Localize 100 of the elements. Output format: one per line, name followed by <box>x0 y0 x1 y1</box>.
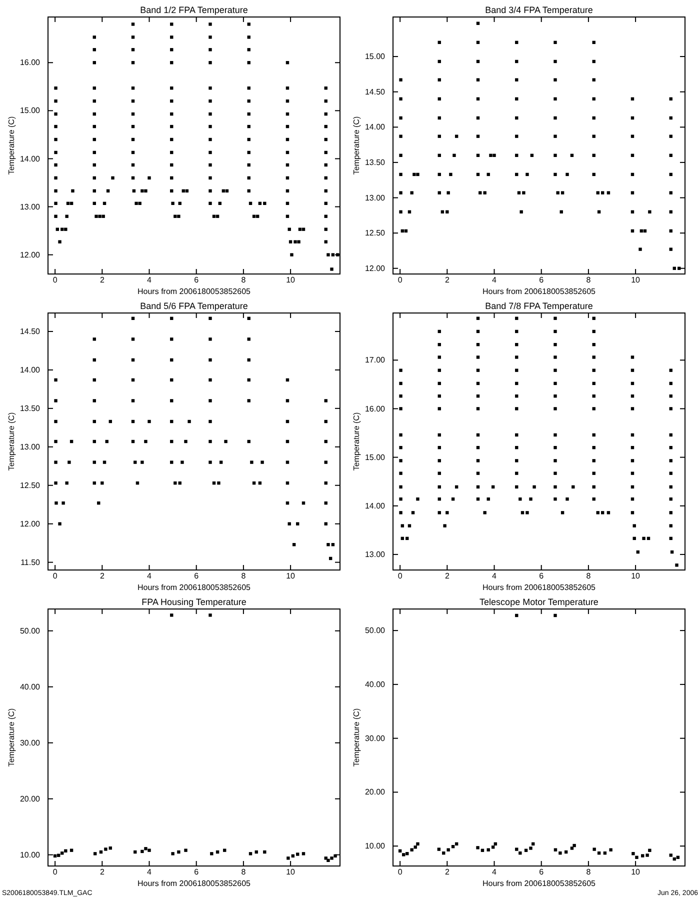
x-tick-label: 10 <box>631 276 641 285</box>
y-tick-label: 30.00 <box>364 734 386 743</box>
y-tick-label: 14.00 <box>364 501 386 510</box>
x-tick-label: 0 <box>398 572 403 581</box>
x-tick-label: 2 <box>100 276 105 285</box>
point <box>223 848 226 852</box>
x-tick-label: 10 <box>286 868 296 877</box>
x-tick-label: 10 <box>631 572 641 581</box>
y-tick-label: 50.00 <box>364 626 386 636</box>
y-tick-label: 15.00 <box>364 452 386 462</box>
y-tick-label: 12.50 <box>20 480 41 490</box>
x-tick-label: 8 <box>241 572 246 581</box>
y-tick-label: 50.00 <box>20 626 41 636</box>
point <box>140 850 144 854</box>
y-tick-label: 16.00 <box>20 58 41 68</box>
x-tick-label: 2 <box>444 868 450 877</box>
x-tick-label: 0 <box>398 276 403 285</box>
chart-title: Band 1/2 FPA Temperature <box>140 5 248 15</box>
y-tick-label: 12.50 <box>364 228 386 238</box>
x-tick-label: 4 <box>147 276 152 285</box>
point <box>446 848 450 852</box>
x-tick-label: 10 <box>286 276 296 285</box>
point <box>646 854 649 857</box>
chart-title: Band 5/6 FPA Temperature <box>140 301 248 311</box>
point <box>641 854 644 858</box>
point <box>476 846 480 850</box>
y-tick-label: 14.50 <box>20 327 41 336</box>
point <box>286 856 290 860</box>
y-tick-label: 13.00 <box>364 193 386 202</box>
x-axis-title: Hours from 2006180053852605 <box>482 287 596 296</box>
chart-title: Telescope Motor Temperature <box>480 597 598 607</box>
point <box>334 854 337 858</box>
x-tick-label: 6 <box>539 276 544 285</box>
point <box>592 848 596 851</box>
point <box>296 852 300 856</box>
point <box>177 850 180 854</box>
point <box>632 852 635 856</box>
y-tick-label: 30.00 <box>20 738 41 748</box>
point <box>554 848 558 852</box>
chart-title: FPA Housing Temperature <box>142 597 246 607</box>
point <box>635 856 638 859</box>
y-tick-label: 14.50 <box>364 87 386 96</box>
point <box>70 848 74 852</box>
point <box>171 852 174 856</box>
point <box>148 848 151 852</box>
point <box>515 848 518 851</box>
y-tick-label: 12.00 <box>364 264 386 273</box>
point <box>572 844 576 848</box>
x-tick-label: 0 <box>52 572 58 581</box>
y-axis-title: Temperature (C) <box>7 708 16 767</box>
x-tick-label: 6 <box>194 868 200 877</box>
point <box>402 853 406 856</box>
point <box>437 848 441 851</box>
point <box>104 848 108 851</box>
y-tick-label: 12.00 <box>20 250 41 260</box>
y-axis-title: Temperature (C) <box>7 412 16 471</box>
point <box>518 851 522 855</box>
point <box>64 849 68 852</box>
point <box>144 847 148 850</box>
point <box>554 614 557 618</box>
y-tick-label: 17.00 <box>364 356 386 365</box>
point <box>609 848 612 852</box>
x-tick-label: 8 <box>586 572 592 581</box>
point <box>302 852 306 856</box>
point <box>324 856 328 860</box>
point <box>208 614 212 617</box>
x-axis-title: Hours from 2006180053852605 <box>138 583 252 592</box>
point <box>248 852 252 856</box>
y-tick-label: 40.00 <box>364 680 386 689</box>
x-tick-label: 0 <box>398 868 403 877</box>
x-tick-label: 8 <box>586 276 592 285</box>
point <box>93 852 97 856</box>
y-tick-label: 13.50 <box>20 404 41 413</box>
x-tick-label: 0 <box>52 276 58 285</box>
x-axis-title: Hours from 2006180053852605 <box>138 879 252 888</box>
x-tick-label: 4 <box>492 572 498 581</box>
point <box>416 842 420 846</box>
x-tick-label: 8 <box>241 868 246 877</box>
x-axis-title: Hours from 2006180053852605 <box>482 879 596 888</box>
point <box>184 848 188 852</box>
y-tick-label: 20.00 <box>364 788 386 797</box>
point <box>570 846 574 850</box>
y-tick-label: 10.00 <box>364 842 386 851</box>
y-tick-label: 13.00 <box>364 550 386 560</box>
point <box>648 848 652 852</box>
point <box>558 851 562 855</box>
x-tick-label: 6 <box>194 276 200 285</box>
point <box>210 852 214 856</box>
point <box>410 848 414 852</box>
y-axis-title: Temperature (C) <box>352 116 361 175</box>
x-tick-label: 0 <box>52 868 58 877</box>
y-tick-label: 40.00 <box>20 682 41 692</box>
y-axis-title: Temperature (C) <box>352 412 361 471</box>
y-tick-label: 16.00 <box>364 404 386 414</box>
point <box>669 854 672 857</box>
x-tick-label: 10 <box>286 572 296 581</box>
x-tick-label: 2 <box>444 572 450 581</box>
y-tick-label: 14.00 <box>20 366 41 374</box>
y-tick-label: 14.00 <box>364 122 386 132</box>
x-tick-label: 4 <box>147 868 152 877</box>
